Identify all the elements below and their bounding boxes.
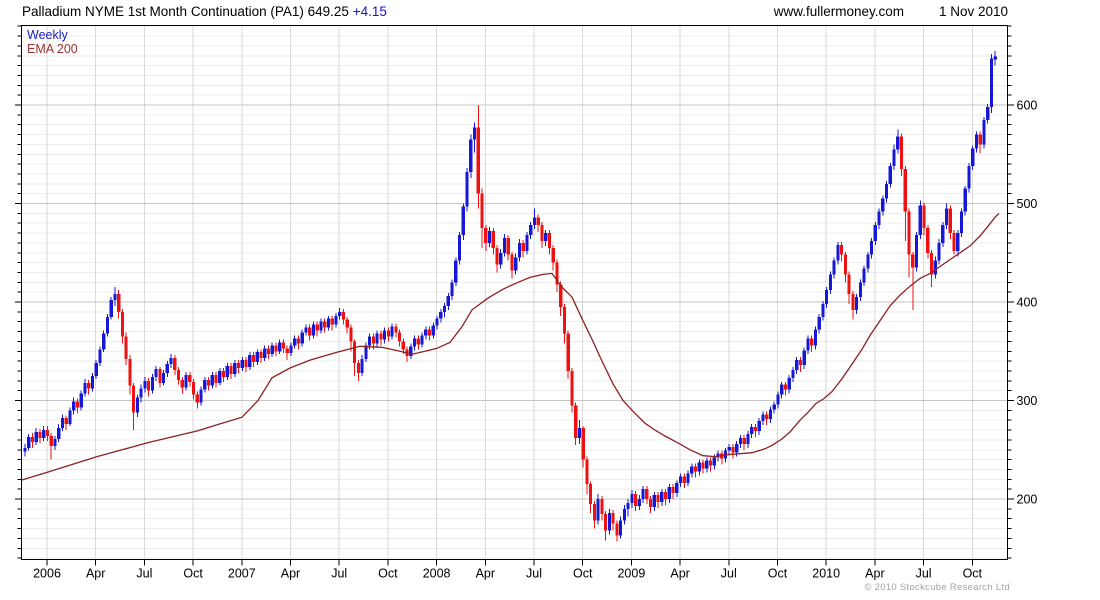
svg-text:Oct: Oct xyxy=(183,567,203,581)
svg-text:2010: 2010 xyxy=(812,567,840,581)
svg-text:Apr: Apr xyxy=(670,567,689,581)
ema-line xyxy=(20,212,1000,481)
website-link[interactable]: www.fullermoney.com xyxy=(773,4,904,19)
svg-text:Oct: Oct xyxy=(573,567,593,581)
svg-text:Oct: Oct xyxy=(768,567,788,581)
legend-weekly-label: Weekly xyxy=(27,28,68,42)
copyright-notice: © 2010 Stockcube Research Ltd xyxy=(864,582,1010,593)
candles-layer xyxy=(23,50,997,542)
svg-text:2009: 2009 xyxy=(617,567,645,581)
price-change: +4.15 xyxy=(352,4,387,19)
svg-text:Apr: Apr xyxy=(86,567,105,581)
svg-text:500: 500 xyxy=(1017,197,1038,211)
instrument-title: Palladium NYME 1st Month Continuation (P… xyxy=(22,4,349,19)
svg-text:2007: 2007 xyxy=(228,567,256,581)
svg-text:200: 200 xyxy=(1017,492,1038,506)
svg-text:Apr: Apr xyxy=(865,567,884,581)
svg-text:Apr: Apr xyxy=(281,567,300,581)
svg-text:300: 300 xyxy=(1017,394,1038,408)
svg-text:400: 400 xyxy=(1017,295,1038,309)
grid-layer xyxy=(22,25,1007,559)
svg-text:Jul: Jul xyxy=(916,567,932,581)
svg-text:2006: 2006 xyxy=(33,567,61,581)
svg-text:Apr: Apr xyxy=(476,567,495,581)
svg-text:600: 600 xyxy=(1017,98,1038,112)
chart-date: 1 Nov 2010 xyxy=(938,4,1008,19)
svg-text:Jul: Jul xyxy=(136,567,152,581)
svg-text:2008: 2008 xyxy=(423,567,451,581)
svg-text:Jul: Jul xyxy=(331,567,347,581)
axes-layer: 200 300 400 500 600 2006 Apr Jul Oct 2007 Apr Jul Oc… xyxy=(15,25,1038,581)
svg-text:Oct: Oct xyxy=(378,567,398,581)
page-title: Palladium NYME 1st Month Continuation (P… xyxy=(22,4,387,19)
legend-ema-label: EMA 200 xyxy=(27,42,78,56)
svg-text:Oct: Oct xyxy=(963,567,983,581)
svg-text:Jul: Jul xyxy=(526,567,542,581)
svg-text:Jul: Jul xyxy=(721,567,737,581)
